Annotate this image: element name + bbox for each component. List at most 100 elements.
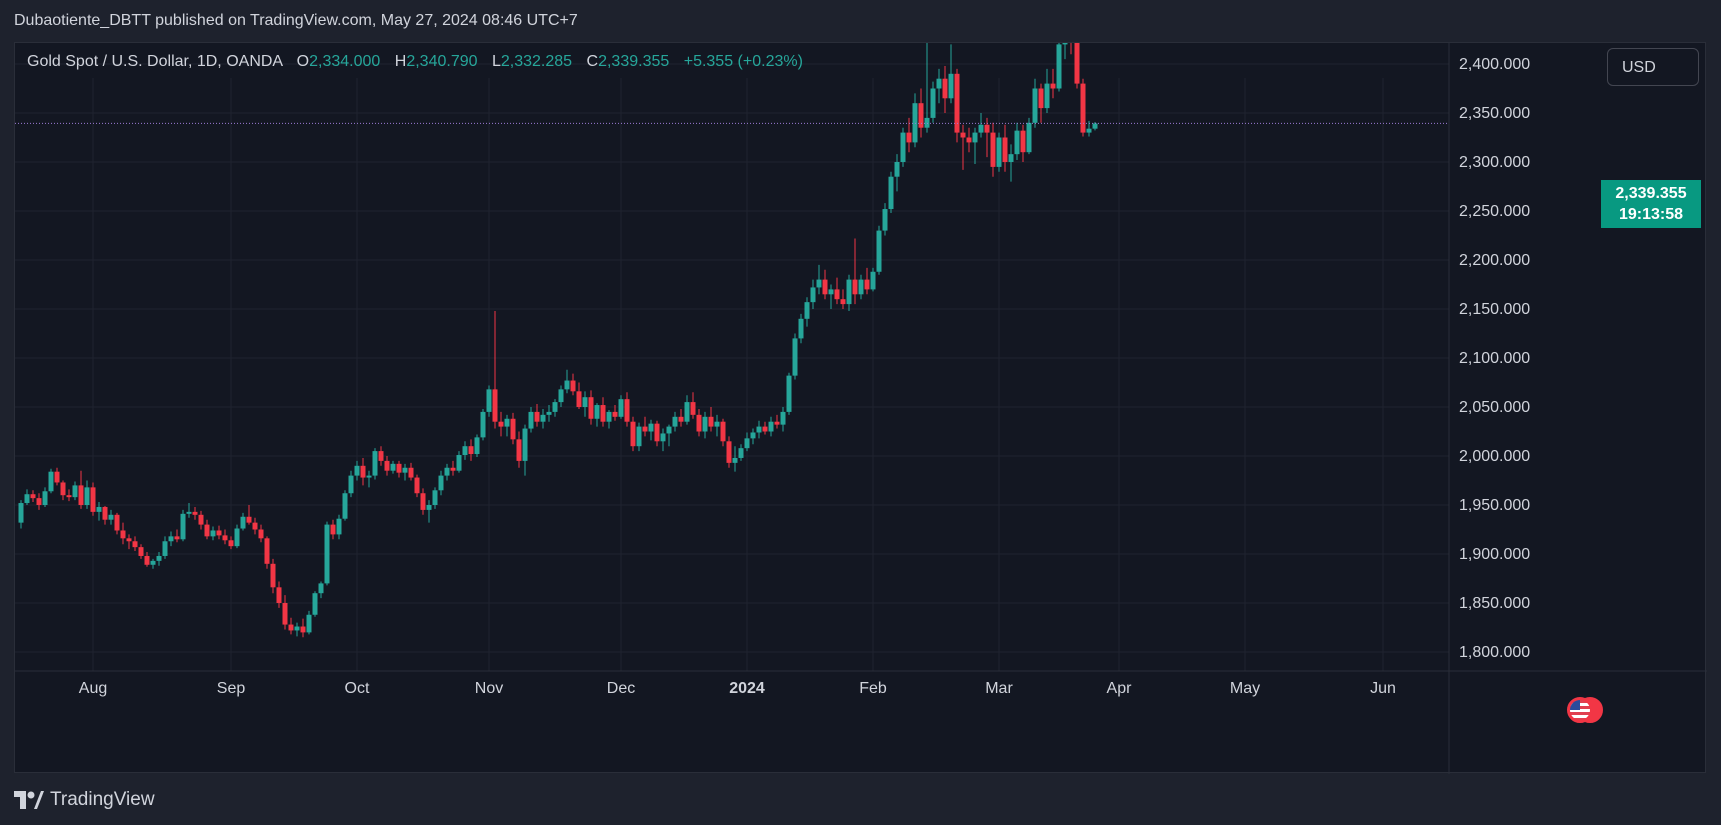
bar-countdown: 19:13:58 — [1618, 206, 1684, 223]
candle-body — [468, 446, 474, 455]
candle-body — [108, 514, 114, 520]
candle-body — [132, 541, 138, 548]
candle-body — [384, 460, 390, 471]
y-tick-label: 1,950.000 — [1459, 497, 1530, 514]
candle-body — [828, 289, 834, 295]
y-tick-label: 2,050.000 — [1459, 399, 1530, 416]
candle-body — [162, 541, 168, 556]
y-tick-label: 2,150.000 — [1459, 301, 1530, 318]
candle-body — [714, 421, 720, 427]
high-label: H — [394, 53, 407, 70]
y-tick-label: 1,850.000 — [1459, 595, 1530, 612]
candle-body — [120, 530, 126, 539]
x-tick-label: Jun — [1370, 680, 1396, 697]
candle-body — [1092, 123, 1098, 129]
candle-body — [966, 137, 972, 143]
candle-body — [720, 421, 726, 442]
candle-body — [156, 555, 162, 561]
publisher-line: Dubaotiente_DBTT published on TradingVie… — [14, 12, 578, 29]
candle-body — [804, 302, 810, 319]
candle-body — [300, 626, 306, 633]
candle-body — [672, 416, 678, 427]
candle-body — [456, 455, 462, 471]
candle-body — [168, 536, 174, 542]
candle-body — [546, 411, 552, 415]
candle-body — [24, 494, 30, 504]
chart-panel[interactable]: 1,800.000 1,850.000 1,900.000 1,950.000 2,00… — [14, 42, 1707, 774]
candle-body — [594, 405, 600, 419]
y-tick-label: 2,300.000 — [1459, 154, 1530, 171]
candle-body — [504, 418, 510, 427]
candle-body — [612, 411, 618, 417]
candle-body — [270, 563, 276, 588]
candle-body — [480, 411, 486, 438]
high-value: 2,340.790 — [406, 53, 478, 70]
candle-body — [858, 279, 864, 295]
x-tick-label: May — [1230, 680, 1260, 697]
y-tick-label: 2,000.000 — [1459, 448, 1530, 465]
candle-body — [918, 103, 924, 128]
candle-body — [444, 467, 450, 476]
y-tick-label: 2,100.000 — [1459, 350, 1530, 367]
candle-body — [948, 73, 954, 99]
candle-body — [726, 441, 732, 463]
candle-body — [1002, 137, 1008, 162]
candle-body — [96, 506, 102, 512]
candle-body — [306, 614, 312, 633]
candle-body — [654, 423, 660, 442]
candle-body — [888, 176, 894, 210]
y-tick-label: 1,800.000 — [1459, 644, 1530, 661]
candle-body — [1062, 43, 1068, 45]
candle-body — [198, 514, 204, 525]
candle-body — [516, 439, 522, 461]
us-flag-icon[interactable] — [1567, 697, 1593, 723]
candle-body — [708, 416, 714, 427]
candle-body — [564, 380, 570, 390]
candle-body — [876, 230, 882, 272]
candle-body — [72, 485, 78, 498]
candle-body — [852, 279, 858, 295]
candle-body — [846, 279, 852, 305]
candle-body — [1038, 88, 1044, 109]
symbol-title[interactable]: Gold Spot / U.S. Dollar, 1D, OANDA — [27, 53, 283, 70]
candle-body — [330, 524, 336, 535]
candle-body — [660, 433, 666, 442]
last-price-badge: 2,339.355 19:13:58 — [1601, 180, 1701, 228]
candle-body — [1080, 83, 1086, 133]
candle-body — [954, 73, 960, 133]
candle-body — [246, 516, 252, 523]
change-value: +5.355 (+0.23%) — [683, 53, 803, 70]
candle-body — [486, 389, 492, 412]
candlestick-chart[interactable]: 1,800.000 1,850.000 1,900.000 1,950.000 2,00… — [15, 43, 1707, 774]
candle-body — [390, 463, 396, 471]
candle-body — [252, 522, 258, 530]
low-value: 2,332.285 — [500, 53, 573, 70]
candle-body — [780, 411, 786, 425]
candle-body — [150, 560, 156, 565]
footer-brand[interactable]: TradingView — [14, 787, 155, 813]
candle-body — [894, 162, 900, 177]
y-tick-label: 2,400.000 — [1459, 56, 1530, 73]
candle-body — [534, 411, 540, 422]
candle-body — [642, 426, 648, 432]
candle-body — [474, 437, 480, 455]
candle-body — [312, 593, 318, 615]
currency-button[interactable]: USD — [1607, 48, 1699, 86]
candle-body — [624, 399, 630, 422]
candle-body — [66, 495, 72, 498]
candle-body — [924, 117, 930, 128]
candle-body — [960, 132, 966, 138]
candle-body — [900, 132, 906, 162]
candle-body — [762, 426, 768, 432]
last-price-value: 2,339.355 — [1615, 185, 1687, 202]
candle-body — [822, 279, 828, 295]
candle-body — [756, 426, 762, 433]
candle-body — [906, 132, 912, 143]
candle-body — [1044, 83, 1050, 109]
candle-body — [816, 279, 822, 288]
candle-body — [864, 279, 870, 290]
candle-body — [462, 446, 468, 456]
candle-body — [648, 423, 654, 432]
y-tick-label: 2,200.000 — [1459, 252, 1530, 269]
candle-body — [42, 491, 48, 505]
